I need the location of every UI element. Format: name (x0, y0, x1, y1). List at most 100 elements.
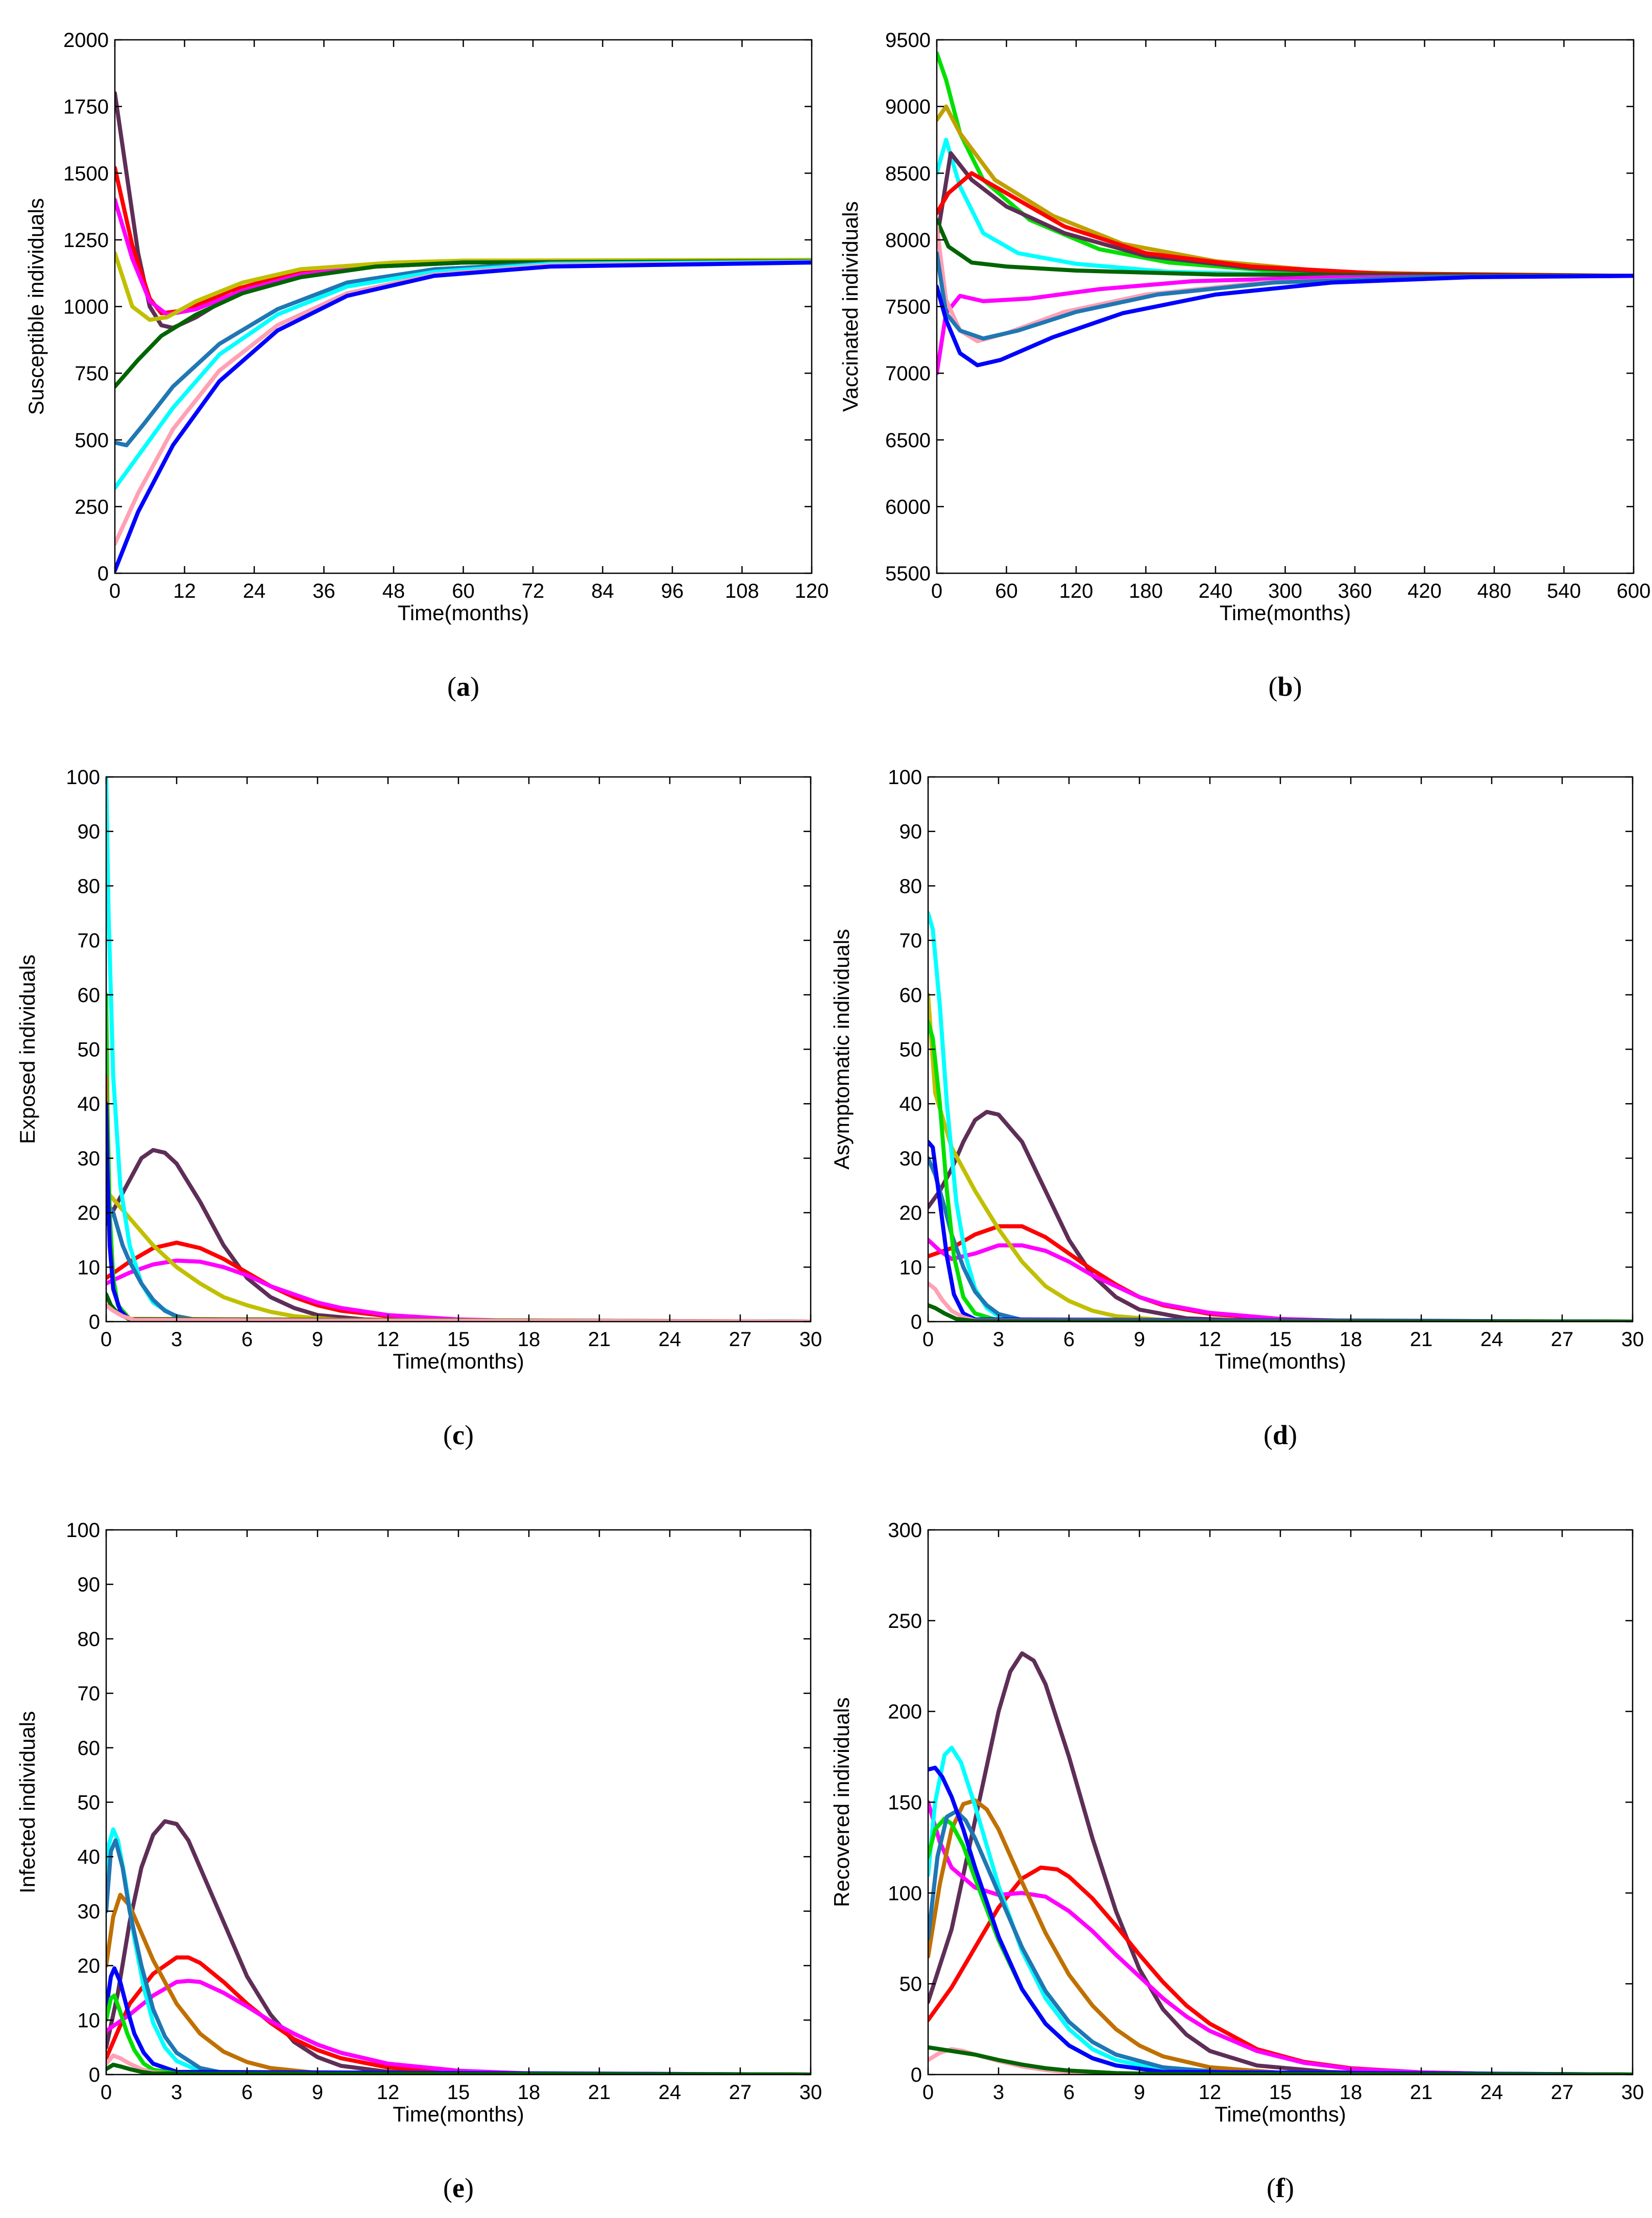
y-tick-label: 300 (888, 1519, 922, 1542)
y-tick-label: 20 (78, 1955, 101, 1978)
x-tick-label: 3 (171, 1328, 182, 1351)
y-axis-label: Susceptible individuals (24, 198, 48, 415)
x-axis-label: Time(months) (393, 2102, 524, 2126)
y-tick-label: 100 (888, 1882, 922, 1905)
plot-frame (927, 1529, 1634, 2076)
series-line-1 (106, 1148, 811, 1322)
x-axis-label: Time(months) (398, 601, 529, 625)
x-tick-label: 0 (101, 2081, 112, 2104)
x-tick-label: 0 (931, 580, 942, 602)
y-tick-label: 70 (900, 930, 922, 952)
y-tick-label: 50 (900, 1039, 922, 1061)
y-tick-label: 0 (98, 563, 109, 585)
x-tick-label: 24 (659, 2081, 682, 2104)
series-line-1 (106, 1819, 811, 2075)
y-tick-label: 20 (900, 1202, 922, 1225)
panel-caption-letter: c (452, 1420, 465, 1450)
series-group (106, 777, 811, 1322)
plot-frame (927, 776, 1634, 1323)
x-tick-label: 3 (993, 1328, 1004, 1351)
x-tick-label: 18 (518, 2081, 541, 2104)
y-tick-label: 500 (75, 429, 109, 452)
series-line-3 (106, 1258, 811, 1322)
y-tick-label: 10 (78, 1256, 101, 1279)
series-line-5 (928, 911, 1633, 1322)
y-tick-label: 30 (78, 1148, 101, 1170)
series-line-2 (937, 104, 1634, 278)
plot-frame (114, 39, 813, 574)
chart-panel-f: 0 3 6 9 12 15 18 21 24 27 30050100150200250300Time… (830, 1519, 1644, 2203)
x-tick-label: 0 (101, 1328, 112, 1351)
x-tick-label: 18 (1340, 1328, 1363, 1351)
series-line-4 (928, 992, 1633, 1322)
x-tick-label: 27 (729, 1328, 752, 1351)
x-tick-label: 18 (1340, 2081, 1363, 2104)
panel-caption: (e) (443, 2173, 474, 2203)
y-tick-label: 1750 (63, 96, 109, 118)
x-tick-label: 12 (377, 2081, 400, 2104)
y-tick-label: 30 (78, 1900, 101, 1923)
y-tick-label: 9500 (885, 29, 931, 52)
chart-panel-b: 0 60 120 180 240 300 360 420 480 540 600 5500 6000 65… (838, 29, 1650, 702)
chart-panel-a: 0 12 24 36 48 60 72 84 96 108 120 0 250 500 750 1000 125… (24, 29, 829, 702)
y-tick-label: 40 (900, 1093, 922, 1115)
series-line-3 (106, 1979, 811, 2075)
y-tick-label: 100 (66, 766, 100, 789)
series-group (928, 1651, 1633, 2075)
y-tick-label: 20 (78, 1202, 101, 1225)
chart-panel-c: 0 3 6 9 12 15 18 21 24 27 30 0 10 20 30 40 50 60 70 80 90 100… (15, 766, 822, 1450)
y-tick-label: 40 (78, 1093, 101, 1115)
plot-frame (936, 39, 1635, 574)
y-tick-label: 60 (900, 984, 922, 1007)
series-line-8 (928, 1765, 1633, 2075)
panel-caption: (c) (443, 1420, 474, 1450)
y-tick-label: 80 (78, 1628, 101, 1650)
x-tick-label: 3 (171, 2081, 182, 2104)
y-tick-label: 70 (78, 1683, 101, 1705)
series-line-7 (928, 1809, 1633, 2075)
y-tick-label: 90 (900, 821, 922, 843)
series-group (937, 51, 1634, 376)
y-tick-label: 7000 (885, 362, 931, 385)
series-line-10 (106, 2062, 811, 2075)
x-tick-label: 12 (1199, 1328, 1222, 1351)
x-tick-label: 600 (1617, 580, 1651, 602)
y-tick-label: 0 (911, 2064, 922, 2086)
y-axis-label: Infected individuals (15, 1711, 39, 1893)
series-line-1 (928, 1110, 1633, 1322)
x-tick-label: 36 (312, 580, 335, 602)
y-tick-label: 0 (89, 2064, 100, 2086)
x-tick-label: 24 (1480, 1328, 1503, 1351)
x-tick-label: 30 (1621, 2081, 1644, 2104)
x-tick-label: 24 (1480, 2081, 1503, 2104)
x-tick-label: 6 (1063, 1328, 1075, 1351)
series-line-1 (928, 1651, 1633, 2075)
y-tick-label: 2000 (63, 29, 109, 52)
series-line-1 (937, 51, 1634, 278)
y-tick-label: 6000 (885, 496, 931, 518)
x-axis-label: Time(months) (1214, 2102, 1346, 2126)
x-tick-label: 27 (1551, 1328, 1574, 1351)
y-tick-label: 0 (89, 1311, 100, 1333)
chart-panel-e: 0 3 6 9 12 15 18 21 24 27 30 0 10 20 30 40 50 60 70 80 90 100… (15, 1519, 822, 2203)
x-tick-label: 180 (1129, 580, 1163, 602)
y-tick-label: 100 (66, 1519, 100, 1542)
y-tick-label: 9000 (885, 96, 931, 118)
series-line-6 (106, 1838, 811, 2075)
y-tick-label: 50 (78, 1039, 101, 1061)
y-tick-label: 80 (78, 875, 101, 897)
panel-caption: (d) (1264, 1420, 1297, 1450)
series-line-2 (106, 1955, 811, 2075)
y-axis-label: Exposed individuals (15, 955, 39, 1144)
y-axis-label: Asymptomatic individuals (830, 929, 854, 1170)
panel-caption-letter: b (1277, 671, 1293, 702)
series-line-4 (106, 1892, 811, 2075)
series-group (928, 911, 1633, 1322)
x-tick-label: 120 (1059, 580, 1094, 602)
x-axis-label: Time(months) (1214, 1349, 1346, 1373)
panel-caption: (f) (1267, 2173, 1294, 2203)
series-line-4 (106, 1188, 811, 1322)
x-tick-label: 12 (1199, 2081, 1222, 2104)
x-axis-label: Time(months) (393, 1349, 524, 1373)
x-tick-label: 120 (795, 580, 829, 602)
